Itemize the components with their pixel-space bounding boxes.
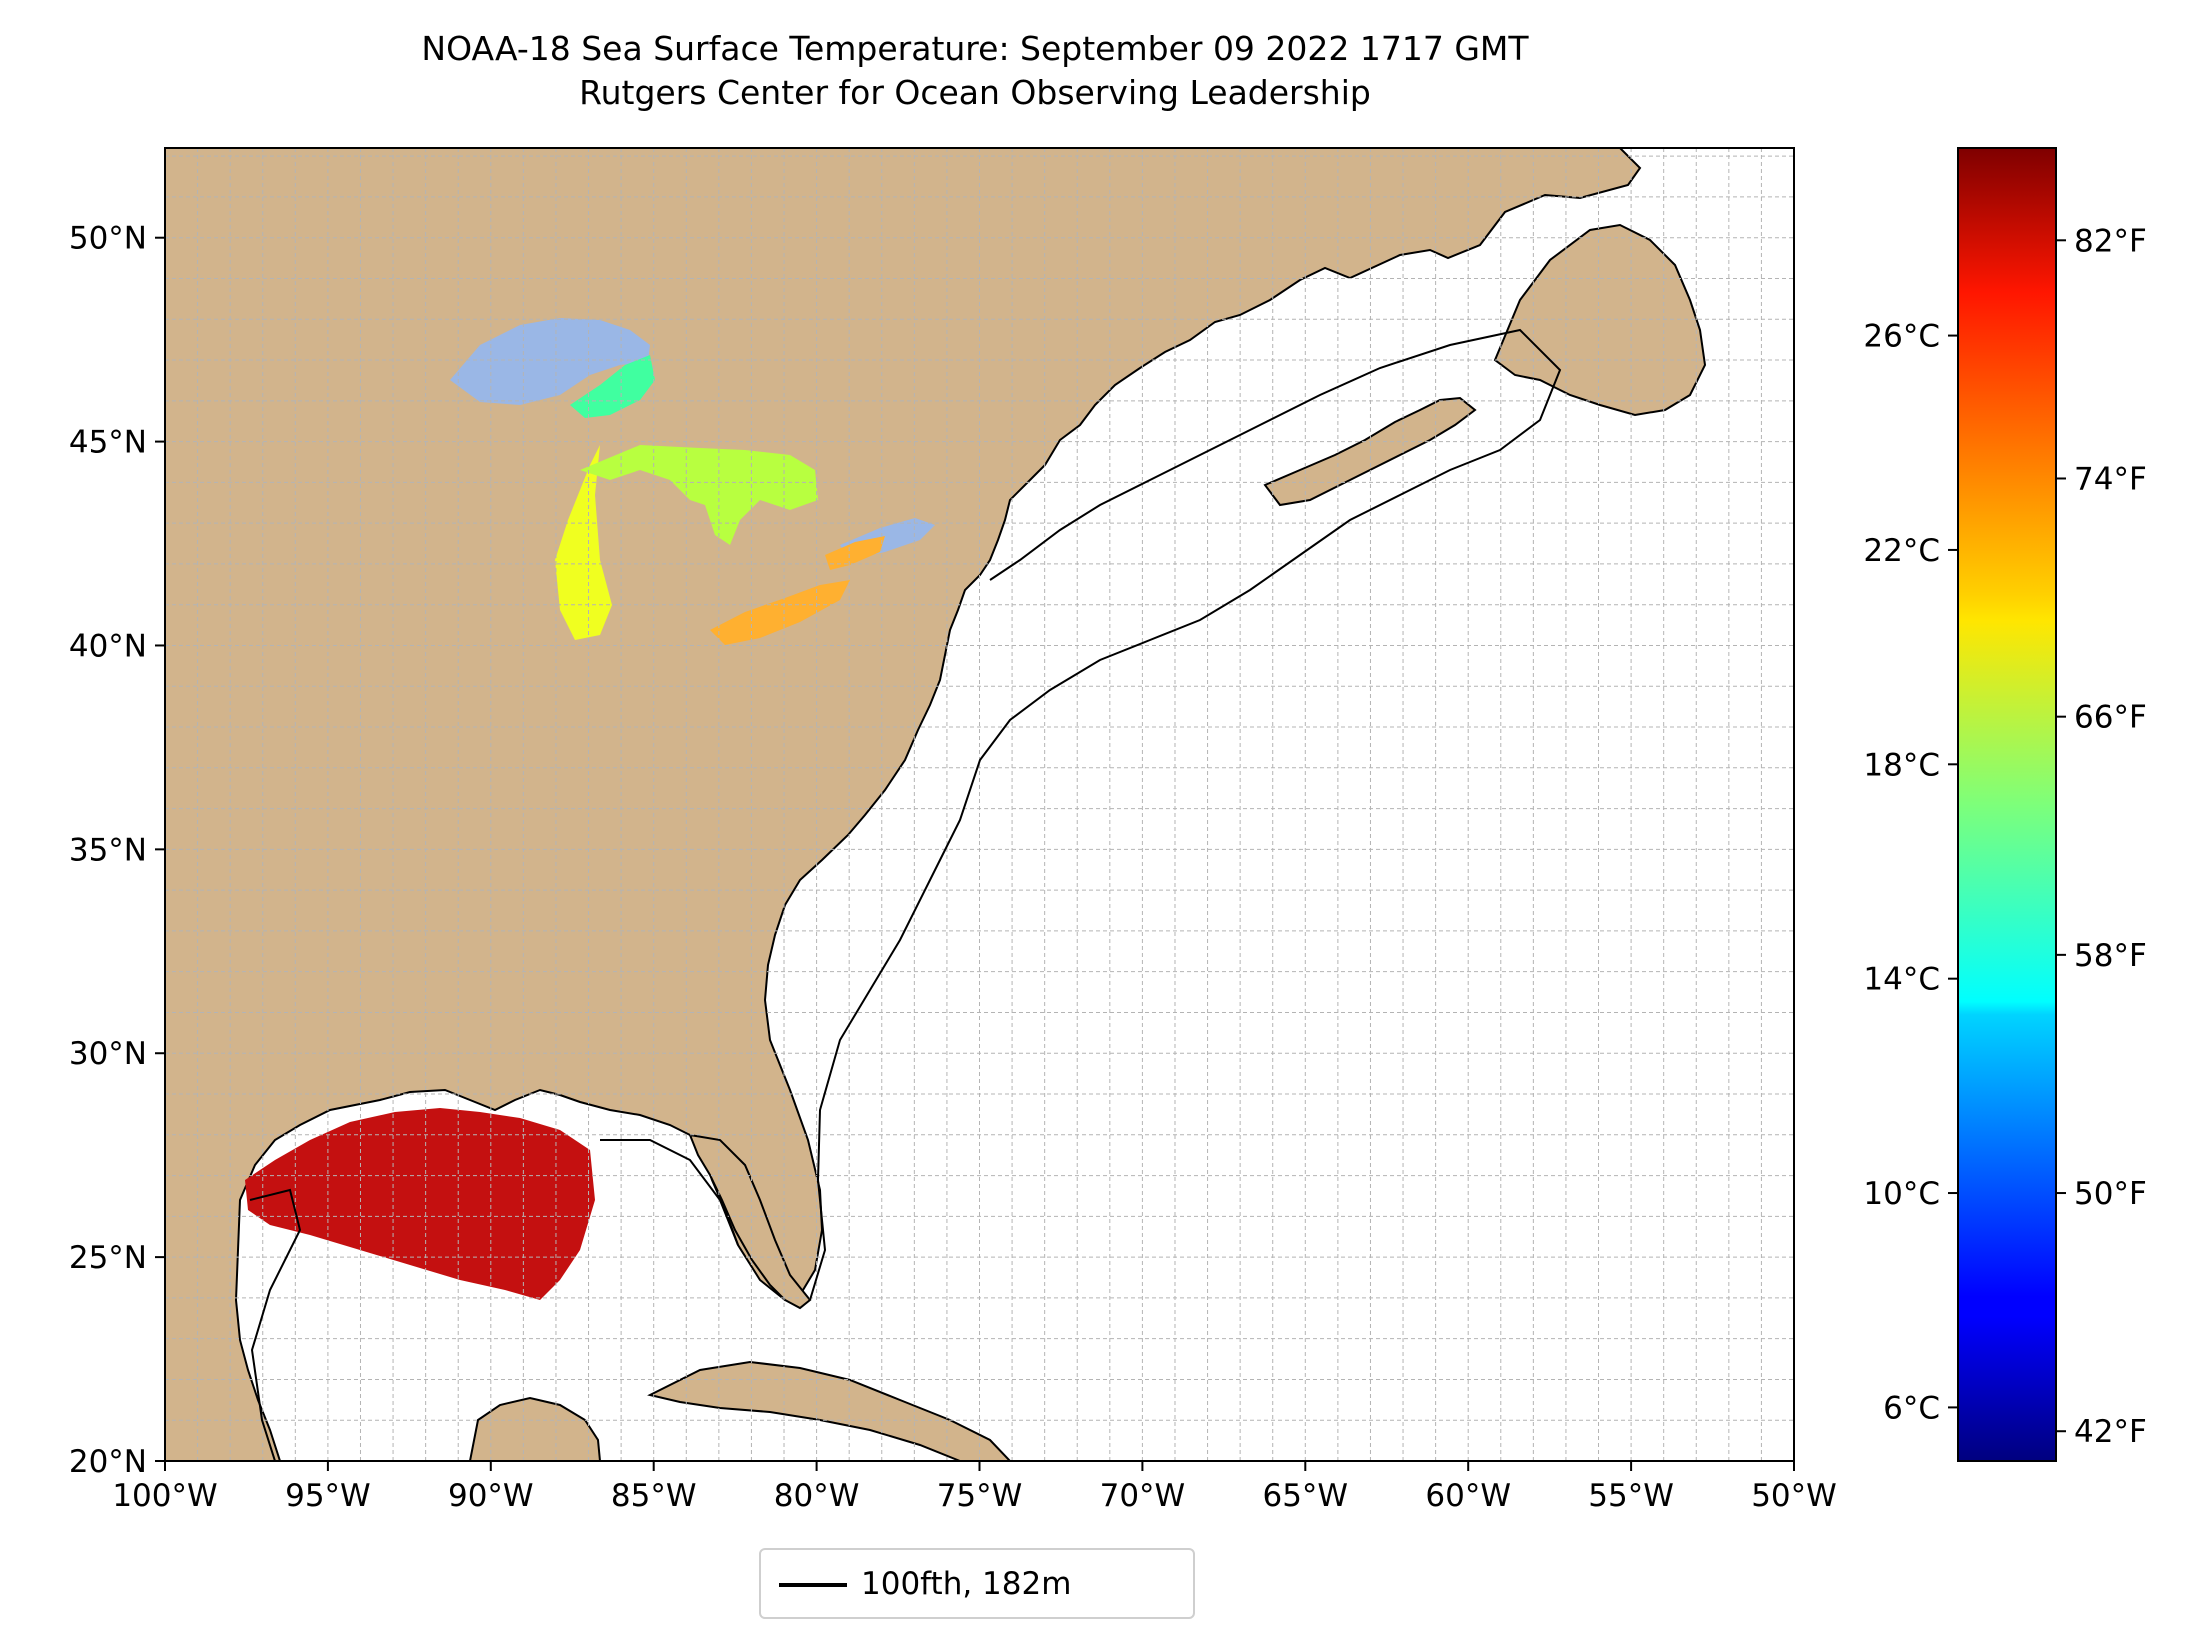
lat-tick-label: 30°N — [69, 1036, 147, 1072]
legend-label: 100fth, 182m — [861, 1566, 1072, 1602]
lon-tick-label: 70°W — [1100, 1478, 1186, 1514]
lake-superior — [450, 318, 650, 405]
lon-tick-label: 90°W — [448, 1478, 534, 1514]
land-newfoundland — [1493, 223, 1707, 417]
map-tick-labels: 100°W 95°W 90°W 85°W 80°W 75°W 70°W 65°W 60°W 55°… — [69, 221, 1837, 1514]
fahrenheit-tick-label: 50°F — [2074, 1176, 2147, 1212]
fahrenheit-tick-label: 58°F — [2074, 938, 2147, 974]
colorbar-ticks: 6°C 10°C 14°C 18°C 22°C 26°C 42°F 50°F 58°F 66°F 7… — [1863, 223, 2146, 1450]
lat-tick-label: 20°N — [69, 1444, 147, 1480]
celsius-tick-label: 18°C — [1863, 747, 1940, 783]
isobath-100fth — [809, 328, 1562, 1301]
colorbar — [1957, 147, 2057, 1462]
fahrenheit-tick-label: 66°F — [2074, 700, 2147, 736]
lon-tick-label: 65°W — [1262, 1478, 1348, 1514]
isobath-gulf — [249, 1139, 739, 1461]
lon-tick-label: 50°W — [1751, 1478, 1837, 1514]
lat-tick-label: 40°N — [69, 628, 147, 664]
sst-lake-erie — [710, 580, 850, 645]
lat-tick-label: 25°N — [69, 1240, 147, 1276]
lon-tick-label: 55°W — [1588, 1478, 1674, 1514]
celsius-tick-label: 6°C — [1883, 1390, 1940, 1426]
sst-lake-superior-east — [570, 355, 655, 418]
sst-lake-huron — [580, 445, 818, 545]
fahrenheit-tick-label: 82°F — [2074, 223, 2147, 259]
land-yucatan — [468, 1396, 602, 1461]
celsius-tick-label: 14°C — [1863, 962, 1940, 998]
sst-lake-ontario — [825, 536, 885, 570]
legend-line-swatch — [779, 1583, 847, 1587]
fahrenheit-tick-label: 42°F — [2074, 1414, 2147, 1450]
lat-tick-label: 35°N — [69, 832, 147, 868]
fahrenheit-tick-label: 74°F — [2074, 461, 2147, 497]
lon-tick-label: 85°W — [611, 1478, 697, 1514]
land-florida — [688, 1133, 812, 1310]
lon-tick-label: 80°W — [774, 1478, 860, 1514]
celsius-tick-label: 10°C — [1863, 1176, 1940, 1212]
lat-tick-label: 45°N — [69, 425, 147, 461]
land-north-america — [165, 148, 1642, 1461]
lon-tick-label: 95°W — [285, 1478, 371, 1514]
sst-lake-michigan — [555, 445, 612, 640]
legend: 100fth, 182m — [759, 1548, 1195, 1619]
map-title: NOAA-18 Sea Surface Temperature: Septemb… — [421, 29, 1529, 68]
lon-tick-label: 60°W — [1425, 1478, 1511, 1514]
lon-tick-label: 75°W — [937, 1478, 1023, 1514]
sst-gulf-of-mexico — [245, 1108, 595, 1300]
lon-tick-label: 100°W — [112, 1478, 217, 1514]
map-subtitle: Rutgers Center for Ocean Observing Leade… — [579, 73, 1371, 112]
lat-tick-label: 50°N — [69, 221, 147, 257]
land-cuba — [647, 1360, 1012, 1461]
graticule — [165, 148, 1794, 1461]
celsius-tick-label: 22°C — [1863, 533, 1940, 569]
celsius-tick-label: 26°C — [1863, 319, 1940, 355]
